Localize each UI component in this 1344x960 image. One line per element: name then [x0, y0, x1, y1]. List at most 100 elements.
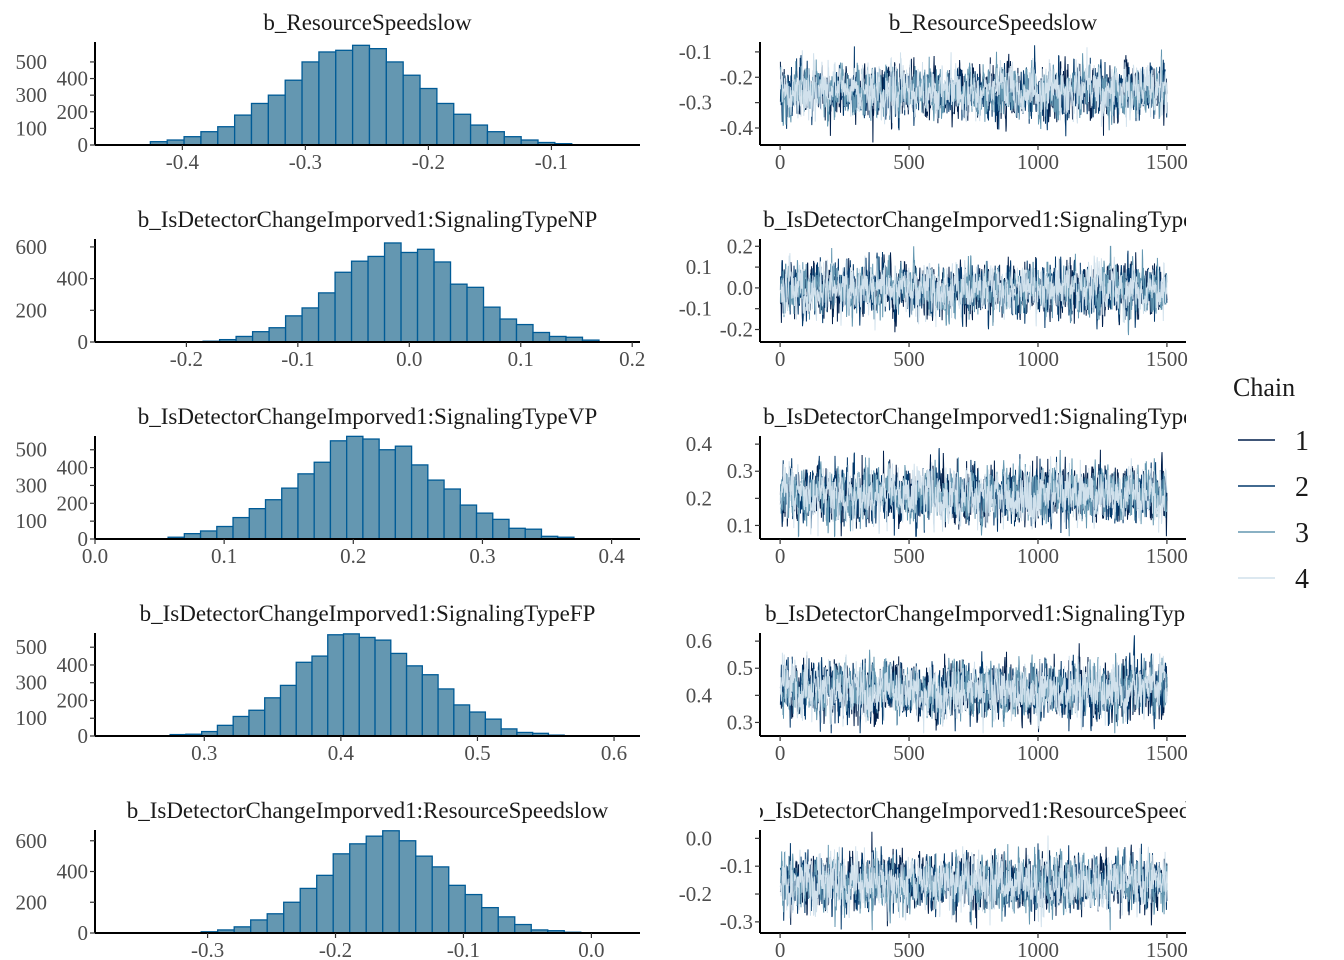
x-tick-label: 1000	[1017, 741, 1059, 765]
histogram-bar	[383, 242, 402, 343]
x-tick-label: 0.5	[464, 741, 490, 765]
x-tick-label: 1000	[1017, 544, 1059, 568]
histogram-bars	[149, 44, 573, 146]
y-tick-label: 600	[16, 235, 48, 259]
x-tick-label: 500	[893, 544, 925, 568]
histogram-bar	[264, 697, 282, 737]
histogram-bar	[419, 87, 438, 146]
trace-chain-4	[779, 651, 1168, 734]
histogram-bar	[297, 473, 315, 540]
trace-title: b_IsDetectorChangeImporved1:ResourceSpee…	[752, 798, 1234, 823]
histogram-bar	[264, 499, 283, 540]
histogram-bar	[342, 633, 360, 737]
x-tick-label: -0.2	[412, 150, 445, 174]
y-tick-label: 0.6	[686, 629, 712, 653]
y-tick-label: 0.1	[686, 255, 712, 279]
histogram-bars	[167, 435, 575, 540]
x-tick-label: 0.3	[469, 544, 495, 568]
x-tick-label: 0	[775, 544, 786, 568]
histogram-bar	[250, 102, 269, 146]
x-tick-label: 1500	[1146, 938, 1188, 960]
trace-title: b_ResourceSpeedslow	[889, 10, 1098, 35]
histogram-bar	[266, 913, 285, 934]
x-tick-label: -0.1	[281, 347, 314, 371]
x-tick-label: 500	[893, 938, 925, 960]
histogram-bars	[200, 830, 582, 934]
x-tick-label: -0.2	[319, 938, 352, 960]
y-tick-label: -0.3	[679, 91, 712, 115]
legend-item: 4	[1238, 564, 1309, 595]
x-tick-label: 0.0	[578, 938, 604, 960]
y-tick-label: 100	[16, 116, 48, 140]
x-tick-label: 500	[893, 150, 925, 174]
panel-row: b_ResourceSpeedslow -0.4 -0.3 -0.2 -0.1 0 100 2…	[16, 10, 1188, 174]
x-tick-label: 0.1	[211, 544, 237, 568]
histogram-bar	[484, 718, 502, 737]
histogram-bars	[202, 242, 600, 343]
x-tick-label: 0.4	[328, 741, 355, 765]
histogram-bar	[313, 461, 332, 540]
histogram-bar	[475, 512, 494, 540]
histogram-bar	[332, 853, 351, 934]
y-tick-label: -0.2	[720, 318, 753, 342]
histogram-bar	[448, 884, 466, 934]
histogram-bar	[459, 504, 478, 540]
x-tick-label: 1500	[1146, 347, 1188, 371]
histogram-bar	[329, 440, 348, 540]
y-tick-label: 0	[78, 133, 89, 157]
x-tick-label: 0	[775, 150, 786, 174]
histogram-bar	[216, 525, 234, 540]
y-tick-label: 0.0	[686, 826, 712, 850]
histogram-bar	[492, 518, 510, 540]
histogram-bar	[482, 306, 501, 343]
y-tick-label: -0.1	[679, 297, 712, 321]
y-tick-label: 500	[16, 50, 48, 74]
legend-label: 3	[1295, 518, 1309, 549]
x-tick-label: 0	[775, 347, 786, 371]
y-tick-label: 300	[16, 671, 48, 695]
histogram-bar	[248, 709, 266, 737]
y-tick-label: 200	[57, 491, 89, 515]
histogram-bar	[437, 688, 455, 737]
trace-chain-4	[779, 456, 1168, 537]
trace-chain-4	[779, 835, 1168, 928]
histogram-bar	[402, 74, 421, 146]
histogram-bar	[481, 906, 499, 934]
y-tick-label: 300	[16, 83, 48, 107]
y-tick-label: 400	[57, 267, 89, 291]
y-tick-label: 600	[16, 829, 48, 853]
y-tick-label: 0.4	[686, 432, 713, 456]
y-tick-label: 0.5	[727, 656, 753, 680]
histogram-bar	[469, 124, 489, 146]
histogram-bar	[453, 704, 471, 737]
x-tick-label: -0.3	[289, 150, 322, 174]
histogram-bar	[350, 260, 369, 343]
y-tick-label: -0.2	[720, 65, 753, 89]
histogram-bar	[436, 102, 455, 146]
y-tick-label: 400	[57, 653, 89, 677]
y-tick-label: 0.1	[727, 513, 753, 537]
histogram-bar	[367, 255, 386, 343]
legend-label: 2	[1295, 472, 1309, 503]
legend-item: 2	[1238, 472, 1309, 503]
histogram-bar	[317, 292, 336, 343]
histogram-bar	[415, 855, 433, 934]
y-tick-label: 0.3	[727, 459, 753, 483]
trace-title: b_IsDetectorChangeImporved1:SignalingTyp…	[763, 207, 1223, 232]
trace-lines	[779, 45, 1168, 143]
histogram-bar	[279, 684, 297, 737]
x-tick-label: 0.0	[396, 347, 422, 371]
histogram-bar	[508, 527, 526, 540]
y-tick-label: 0.2	[686, 486, 712, 510]
x-tick-label: 0.1	[508, 347, 534, 371]
y-tick-label: 0.0	[727, 276, 753, 300]
histogram-bar	[394, 445, 413, 540]
panel-row: b_IsDetectorChangeImporved1:SignalingTyp…	[16, 404, 1223, 568]
histogram-bar	[416, 248, 435, 343]
histogram-bar	[453, 113, 472, 146]
histogram-bar	[362, 438, 380, 540]
histogram-bar	[301, 307, 320, 343]
trace-title: b_IsDetectorChangeImporved1:SignalingTyp…	[763, 404, 1223, 429]
x-tick-label: 500	[893, 741, 925, 765]
